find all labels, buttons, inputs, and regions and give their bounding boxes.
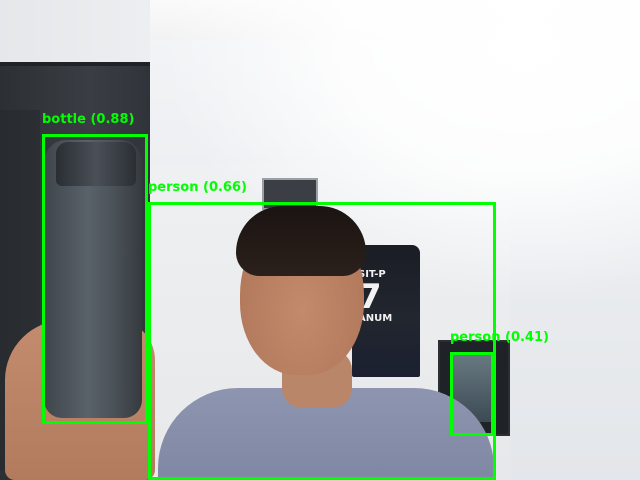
detection-class: bottle	[42, 112, 86, 127]
detection-box-bottle	[42, 134, 148, 424]
detection-label-person-2: person (0.41)	[450, 331, 549, 345]
bottle	[44, 140, 142, 418]
detection-label-person-1: person (0.66)	[148, 181, 247, 195]
bottle-cap	[56, 142, 136, 186]
detection-score: (0.41)	[505, 330, 549, 345]
detection-box-person-1	[148, 202, 496, 480]
jersey-text-bottom: ANUM	[358, 313, 393, 324]
person-hair	[236, 206, 366, 276]
jersey-text-top: SIT-P	[358, 269, 386, 280]
detection-class: person	[450, 330, 501, 345]
detection-label-bottle: bottle (0.88)	[42, 113, 134, 127]
detection-score: (0.66)	[203, 180, 247, 195]
detection-score: (0.88)	[90, 112, 135, 127]
detection-class: person	[148, 180, 199, 195]
detection-box-person-2	[450, 352, 494, 436]
